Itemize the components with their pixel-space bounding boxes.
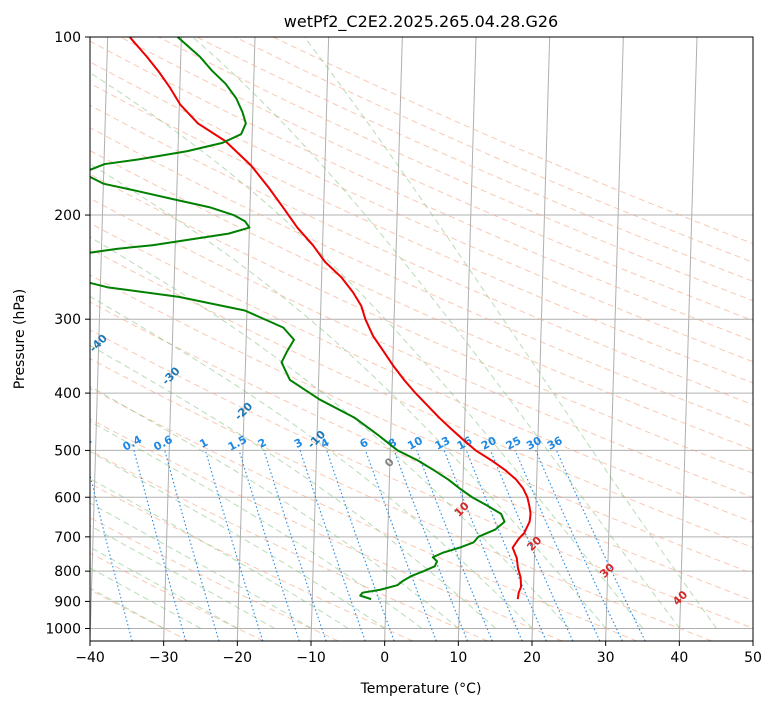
mixing-ratio-label: 25 — [504, 434, 524, 453]
dry-adiabat-line — [90, 358, 712, 641]
mixing-ratio-line — [326, 450, 395, 641]
chart-title: wetPf2_C2E2.2025.265.04.28.G26 — [284, 12, 558, 32]
mixing-ratio-label: 36 — [545, 434, 565, 453]
y-tick-label: 400 — [54, 386, 81, 402]
isotherm-line — [457, 37, 477, 641]
moist-adiabat-line — [90, 344, 496, 629]
dry-adiabat-line — [196, 37, 753, 282]
dry-adiabat-line — [90, 450, 488, 641]
mixing-ratio-line — [164, 450, 220, 641]
dry-adiabat-line — [90, 274, 753, 575]
y-tick-label: 600 — [54, 490, 81, 506]
dry-adiabat-line — [90, 104, 753, 406]
moist-adiabat-line — [90, 420, 423, 629]
moist-adiabat-line — [90, 72, 644, 629]
moist-adiabat-line — [90, 163, 607, 629]
mixing-ratio-line — [443, 450, 523, 641]
mixing-ratio-line — [204, 450, 264, 641]
x-axis-label: Temperature (°C) — [360, 681, 482, 697]
isotherm-line — [90, 37, 109, 641]
dry-adiabat-line — [90, 40, 753, 342]
moist-adiabat-line — [303, 37, 717, 629]
dry-adiabat-line — [90, 589, 190, 641]
y-tick-label: 300 — [54, 312, 81, 328]
dry-adiabat-line — [90, 248, 753, 549]
dry-adiabat-line — [90, 387, 638, 641]
y-axis-label: Pressure (hPa) — [12, 289, 28, 389]
moist-adiabat-line — [90, 451, 386, 629]
dewpoint-profile — [90, 37, 506, 601]
y-tick-label: 700 — [54, 530, 81, 546]
mixing-ratio-line — [238, 450, 300, 641]
mixing-ratio-line — [365, 450, 437, 641]
mixing-ratio-line — [393, 450, 469, 641]
plot-frame — [89, 36, 754, 642]
mixing-ratio-line — [465, 450, 547, 641]
dry-adiabat-line — [90, 418, 563, 641]
temperature-profile — [129, 37, 532, 600]
mixing-ratio-label: 0.2 — [71, 433, 94, 454]
dry-adiabat-line — [90, 173, 753, 474]
isotherm-line — [605, 37, 624, 641]
mixing-ratio-label: 10 — [405, 434, 425, 453]
moist-adiabat-line — [90, 525, 275, 629]
mixing-ratio-line — [416, 450, 493, 641]
isotherm-line — [384, 37, 403, 641]
y-tick-label: 1000 — [45, 621, 81, 637]
mixing-ratio-line — [299, 450, 366, 641]
y-tick-label: 500 — [54, 443, 81, 459]
mixing-ratio-line — [90, 472, 133, 641]
axis-ticks: −40 −30 −20 −10 0 10 20 30 40 50 1000 900 800 700 600 5… — [45, 30, 762, 666]
moist-adiabat-line — [90, 236, 570, 629]
mixing-ratio-label: 16 — [455, 434, 475, 453]
x-tick-label: −30 — [149, 650, 179, 666]
mixing-ratio-label: 30 — [524, 434, 544, 453]
x-tick-label: −20 — [223, 650, 253, 666]
mixing-ratio-label: 20 — [479, 434, 499, 453]
x-tick-label: 40 — [670, 650, 688, 666]
x-tick-label: 50 — [744, 650, 762, 666]
isotherm-line — [163, 37, 182, 641]
mixing-ratio-line — [490, 450, 574, 641]
mixing-ratio-label: 13 — [433, 434, 453, 453]
y-tick-label: 200 — [54, 208, 81, 224]
y-tick-label: 900 — [54, 594, 81, 610]
dry-adiabat-line — [90, 222, 753, 523]
mixing-ratio-line — [263, 450, 327, 641]
x-tick-label: 20 — [523, 650, 541, 666]
isotherm-line — [678, 37, 698, 641]
dry-adiabat-line — [90, 482, 414, 641]
dry-adiabat-line — [90, 150, 753, 451]
x-tick-label: −10 — [296, 650, 326, 666]
dry-adiabat-line — [90, 197, 753, 498]
dry-adiabat-line — [90, 552, 264, 641]
y-tick-label: 800 — [54, 564, 81, 580]
moist-adiabat-line — [90, 546, 238, 629]
x-tick-label: −40 — [75, 650, 105, 666]
dry-adiabat-line — [90, 82, 753, 384]
x-tick-label: 0 — [380, 650, 389, 666]
mixing-ratio-line — [133, 450, 187, 641]
moist-adiabat-line — [90, 295, 533, 629]
y-tick-label: 100 — [54, 30, 81, 46]
x-tick-label: 30 — [597, 650, 615, 666]
moist-adiabat-line — [192, 37, 681, 629]
dry-adiabat-line — [120, 37, 753, 322]
isotherm-line — [236, 37, 256, 641]
x-tick-label: 10 — [449, 650, 467, 666]
